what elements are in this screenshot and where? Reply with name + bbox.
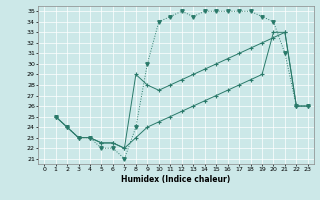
X-axis label: Humidex (Indice chaleur): Humidex (Indice chaleur)	[121, 175, 231, 184]
